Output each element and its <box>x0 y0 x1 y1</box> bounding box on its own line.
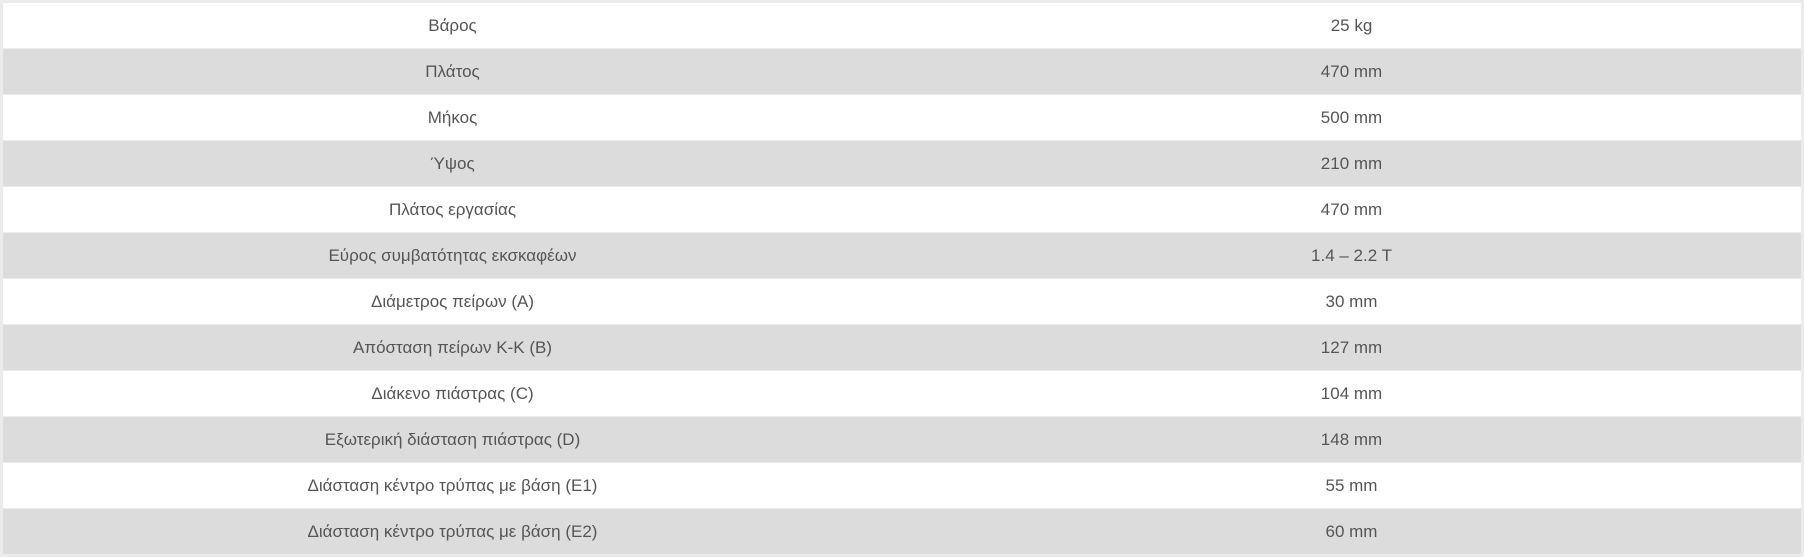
spec-label: Πλάτος εργασίας <box>1 186 902 233</box>
spec-value: 210 mm <box>902 140 1803 187</box>
spec-label: Μήκος <box>1 94 902 141</box>
table-row: Εξωτερική διάσταση πιάστρας (D) 148 mm <box>1 416 1803 463</box>
spec-label: Διάμετρος πείρων (A) <box>1 278 902 325</box>
spec-label: Εξωτερική διάσταση πιάστρας (D) <box>1 416 902 463</box>
table-row: Μήκος 500 mm <box>1 94 1803 141</box>
spec-value: 30 mm <box>902 278 1803 325</box>
spec-value: 148 mm <box>902 416 1803 463</box>
table-row: Εύρος συμβατότητας εκσκαφέων 1.4 – 2.2 T <box>1 232 1803 279</box>
spec-value: 25 kg <box>902 1 1803 49</box>
table-row: Διάσταση κέντρο τρύπας με βάση (E2) 60 mm <box>1 508 1803 556</box>
table-row: Διάκενο πιάστρας (C) 104 mm <box>1 370 1803 417</box>
spec-value: 470 mm <box>902 48 1803 95</box>
spec-label: Απόσταση πείρων Κ-Κ (B) <box>1 324 902 371</box>
spec-label: Διάκενο πιάστρας (C) <box>1 370 902 417</box>
spec-value: 470 mm <box>902 186 1803 233</box>
spec-label: Πλάτος <box>1 48 902 95</box>
spec-value: 1.4 – 2.2 T <box>902 232 1803 279</box>
spec-value: 127 mm <box>902 324 1803 371</box>
spec-value: 500 mm <box>902 94 1803 141</box>
table-row: Διάμετρος πείρων (A) 30 mm <box>1 278 1803 325</box>
table-row: Πλάτος εργασίας 470 mm <box>1 186 1803 233</box>
spec-value: 60 mm <box>902 508 1803 556</box>
table-row: Διάσταση κέντρο τρύπας με βάση (E1) 55 mm <box>1 462 1803 509</box>
spec-value: 55 mm <box>902 462 1803 509</box>
spec-label: Βάρος <box>1 1 902 49</box>
spec-label: Διάσταση κέντρο τρύπας με βάση (E1) <box>1 462 902 509</box>
table-row: Απόσταση πείρων Κ-Κ (B) 127 mm <box>1 324 1803 371</box>
table-row: Πλάτος 470 mm <box>1 48 1803 95</box>
table-row: Ύψος 210 mm <box>1 140 1803 187</box>
spec-label: Διάσταση κέντρο τρύπας με βάση (E2) <box>1 508 902 556</box>
spec-value: 104 mm <box>902 370 1803 417</box>
spec-label: Εύρος συμβατότητας εκσκαφέων <box>1 232 902 279</box>
spec-label: Ύψος <box>1 140 902 187</box>
table-row: Βάρος 25 kg <box>1 1 1803 49</box>
